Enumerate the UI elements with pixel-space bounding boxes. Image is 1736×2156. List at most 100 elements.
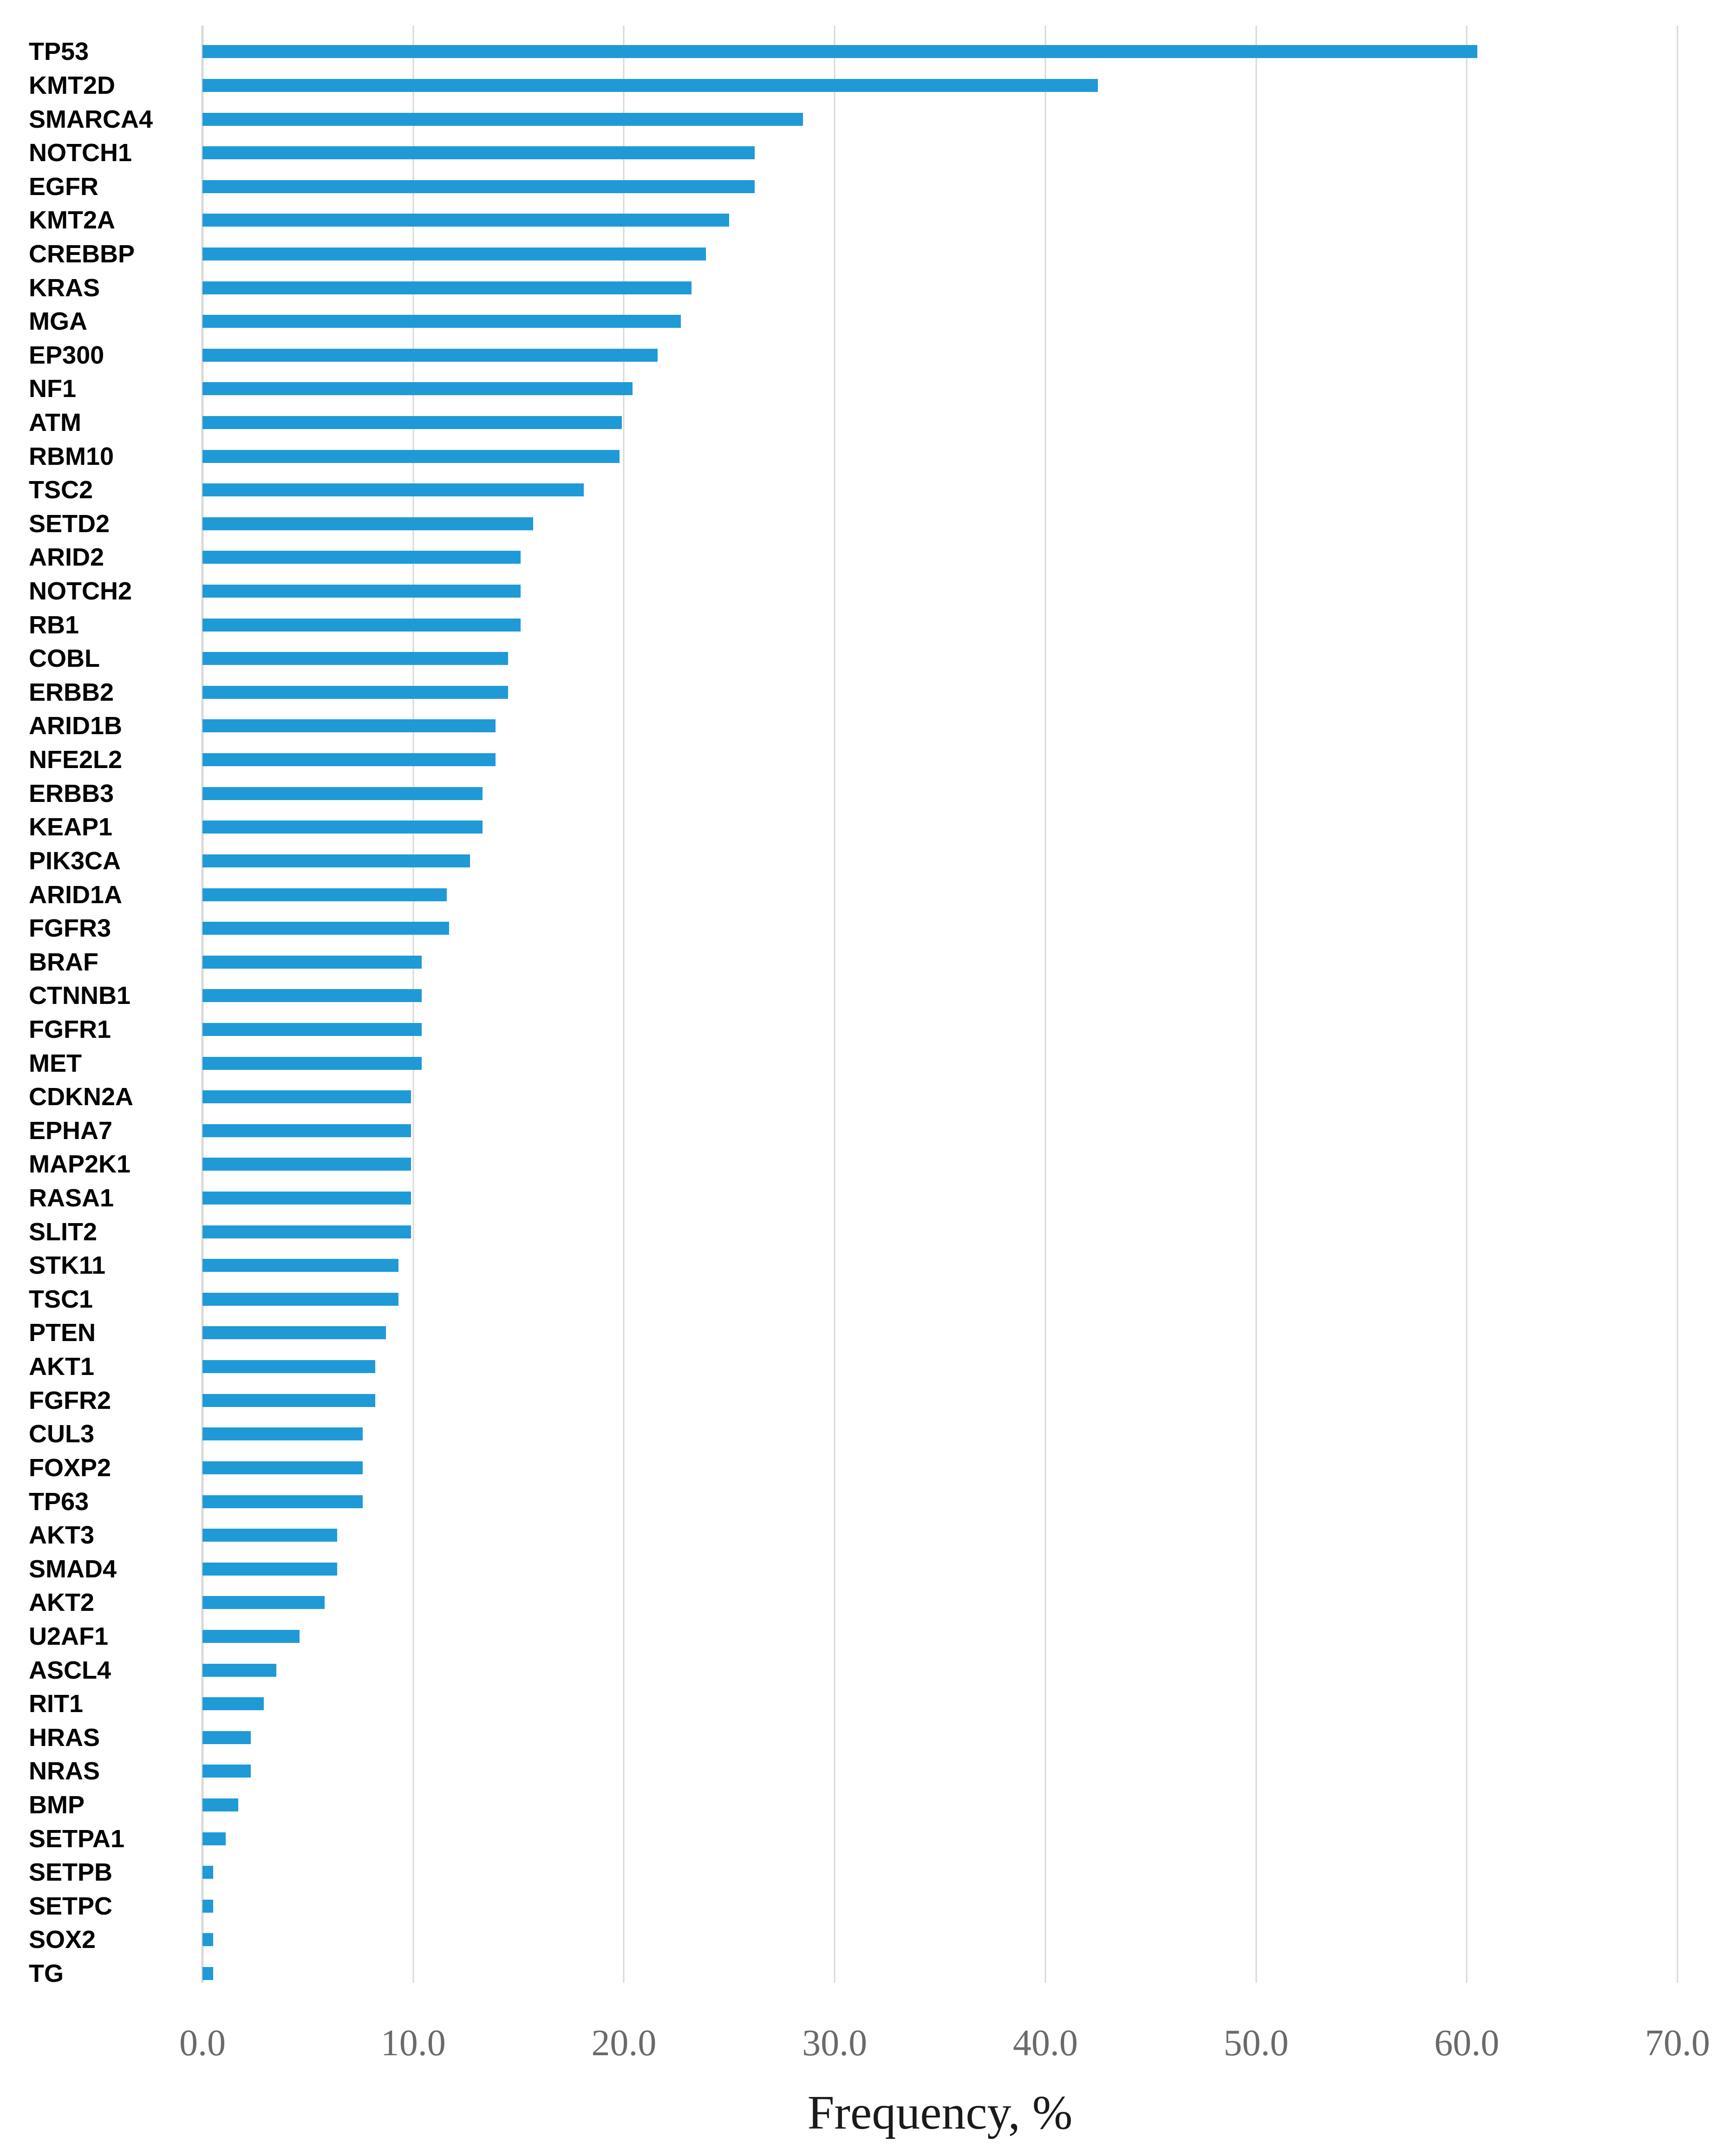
bar-track <box>202 439 1677 473</box>
bar-row: FGFR2 <box>0 1383 1677 1417</box>
bar-track <box>202 102 1677 136</box>
bar-row: BMP <box>0 1788 1677 1822</box>
category-label: PIK3CA <box>29 847 121 875</box>
bar-row: ERBB3 <box>0 776 1677 810</box>
bar-rows: TP53 KMT2D SMARCA4 NOTCH1 EGFR KMT2A <box>0 35 1677 1990</box>
bar-track <box>202 1383 1677 1417</box>
x-tick-label: 0.0 <box>179 2023 226 2064</box>
bar <box>202 1225 411 1238</box>
bar-row: AKT1 <box>0 1350 1677 1384</box>
bar <box>202 1629 300 1643</box>
bar-row: SETPC <box>0 1889 1677 1923</box>
bar-track <box>202 1720 1677 1754</box>
bar <box>202 551 521 564</box>
bar <box>202 787 483 800</box>
bar <box>202 1292 398 1306</box>
category-label: CDKN2A <box>29 1083 134 1111</box>
bar-track <box>202 1350 1677 1384</box>
bar <box>202 719 496 733</box>
bar <box>202 1967 213 1980</box>
gridline <box>1255 26 1257 1983</box>
bar <box>202 1259 398 1272</box>
bar-track <box>202 642 1677 676</box>
bar-track <box>202 743 1677 777</box>
bar-row: ASCL4 <box>0 1653 1677 1687</box>
category-label: ARID1A <box>29 880 123 909</box>
category-label: ERBB2 <box>29 678 114 706</box>
bar-row: KMT2A <box>0 203 1677 237</box>
category-label: ASCL4 <box>29 1656 111 1684</box>
category-label: NOTCH2 <box>29 577 132 606</box>
bar <box>202 1731 251 1744</box>
bar <box>202 1023 422 1036</box>
gridline <box>1044 26 1046 1983</box>
category-label: SMAD4 <box>29 1555 117 1583</box>
bar-row: AKT2 <box>0 1586 1677 1620</box>
bar-track <box>202 271 1677 305</box>
bar-row: ARID1A <box>0 878 1677 912</box>
gridline <box>1466 26 1468 1983</box>
bar-row: NOTCH1 <box>0 136 1677 170</box>
bar-row: NF1 <box>0 372 1677 406</box>
bar-track <box>202 69 1677 103</box>
bar <box>202 922 449 935</box>
category-label: AKT1 <box>29 1353 95 1381</box>
bar-track <box>202 338 1677 372</box>
bar-track <box>202 1417 1677 1451</box>
category-label: NOTCH1 <box>29 139 132 167</box>
bar-row: U2AF1 <box>0 1620 1677 1654</box>
category-label: TP63 <box>29 1487 89 1516</box>
bar <box>202 45 1477 59</box>
gridlines <box>201 26 1678 1983</box>
bar <box>202 652 508 665</box>
bar-row: AKT3 <box>0 1518 1677 1552</box>
category-label: SOX2 <box>29 1926 96 1954</box>
bar <box>202 112 803 126</box>
bar-track <box>202 507 1677 541</box>
bar-row: BRAF <box>0 945 1677 979</box>
bar-row: SMARCA4 <box>0 102 1677 136</box>
bar-row: MGA <box>0 305 1677 339</box>
category-label: MET <box>29 1049 82 1077</box>
bar <box>202 955 422 969</box>
x-axis-title: Frequency, % <box>807 2086 1073 2139</box>
bar-track <box>202 1957 1677 1991</box>
category-label: SETD2 <box>29 509 110 538</box>
category-label: KRAS <box>29 274 100 302</box>
bar-track <box>202 406 1677 440</box>
bar <box>202 1596 325 1609</box>
x-tick-label: 70.0 <box>1645 2023 1710 2064</box>
category-label: COBL <box>29 645 100 673</box>
bar-row: PTEN <box>0 1316 1677 1350</box>
bar <box>202 1765 251 1778</box>
bar-track <box>202 541 1677 574</box>
category-label: BMP <box>29 1791 85 1819</box>
bar <box>202 146 755 160</box>
bar <box>202 1663 276 1677</box>
bar-track <box>202 237 1677 271</box>
gridline <box>623 26 625 1983</box>
bar <box>202 1394 376 1407</box>
category-label: AKT3 <box>29 1521 95 1550</box>
bar <box>202 1192 411 1205</box>
category-label: KEAP1 <box>29 813 113 841</box>
category-label: RASA1 <box>29 1184 114 1212</box>
bar-row: RBM10 <box>0 439 1677 473</box>
gridline <box>1677 26 1678 1983</box>
bar-row: EPHA7 <box>0 1114 1677 1148</box>
bar-row: TP53 <box>0 35 1677 69</box>
category-label: FOXP2 <box>29 1453 111 1482</box>
category-label: RB1 <box>29 611 79 639</box>
bar-track <box>202 1552 1677 1586</box>
bar <box>202 888 447 901</box>
bar-row: RIT1 <box>0 1687 1677 1721</box>
bar-track <box>202 776 1677 810</box>
bar-track <box>202 1080 1677 1114</box>
bar-track <box>202 473 1677 507</box>
category-label: CUL3 <box>29 1420 95 1448</box>
category-label: KMT2D <box>29 71 115 99</box>
bar-track <box>202 1114 1677 1148</box>
category-label: EP300 <box>29 341 104 369</box>
y-axis-line <box>201 26 204 1983</box>
category-label: BRAF <box>29 948 98 976</box>
